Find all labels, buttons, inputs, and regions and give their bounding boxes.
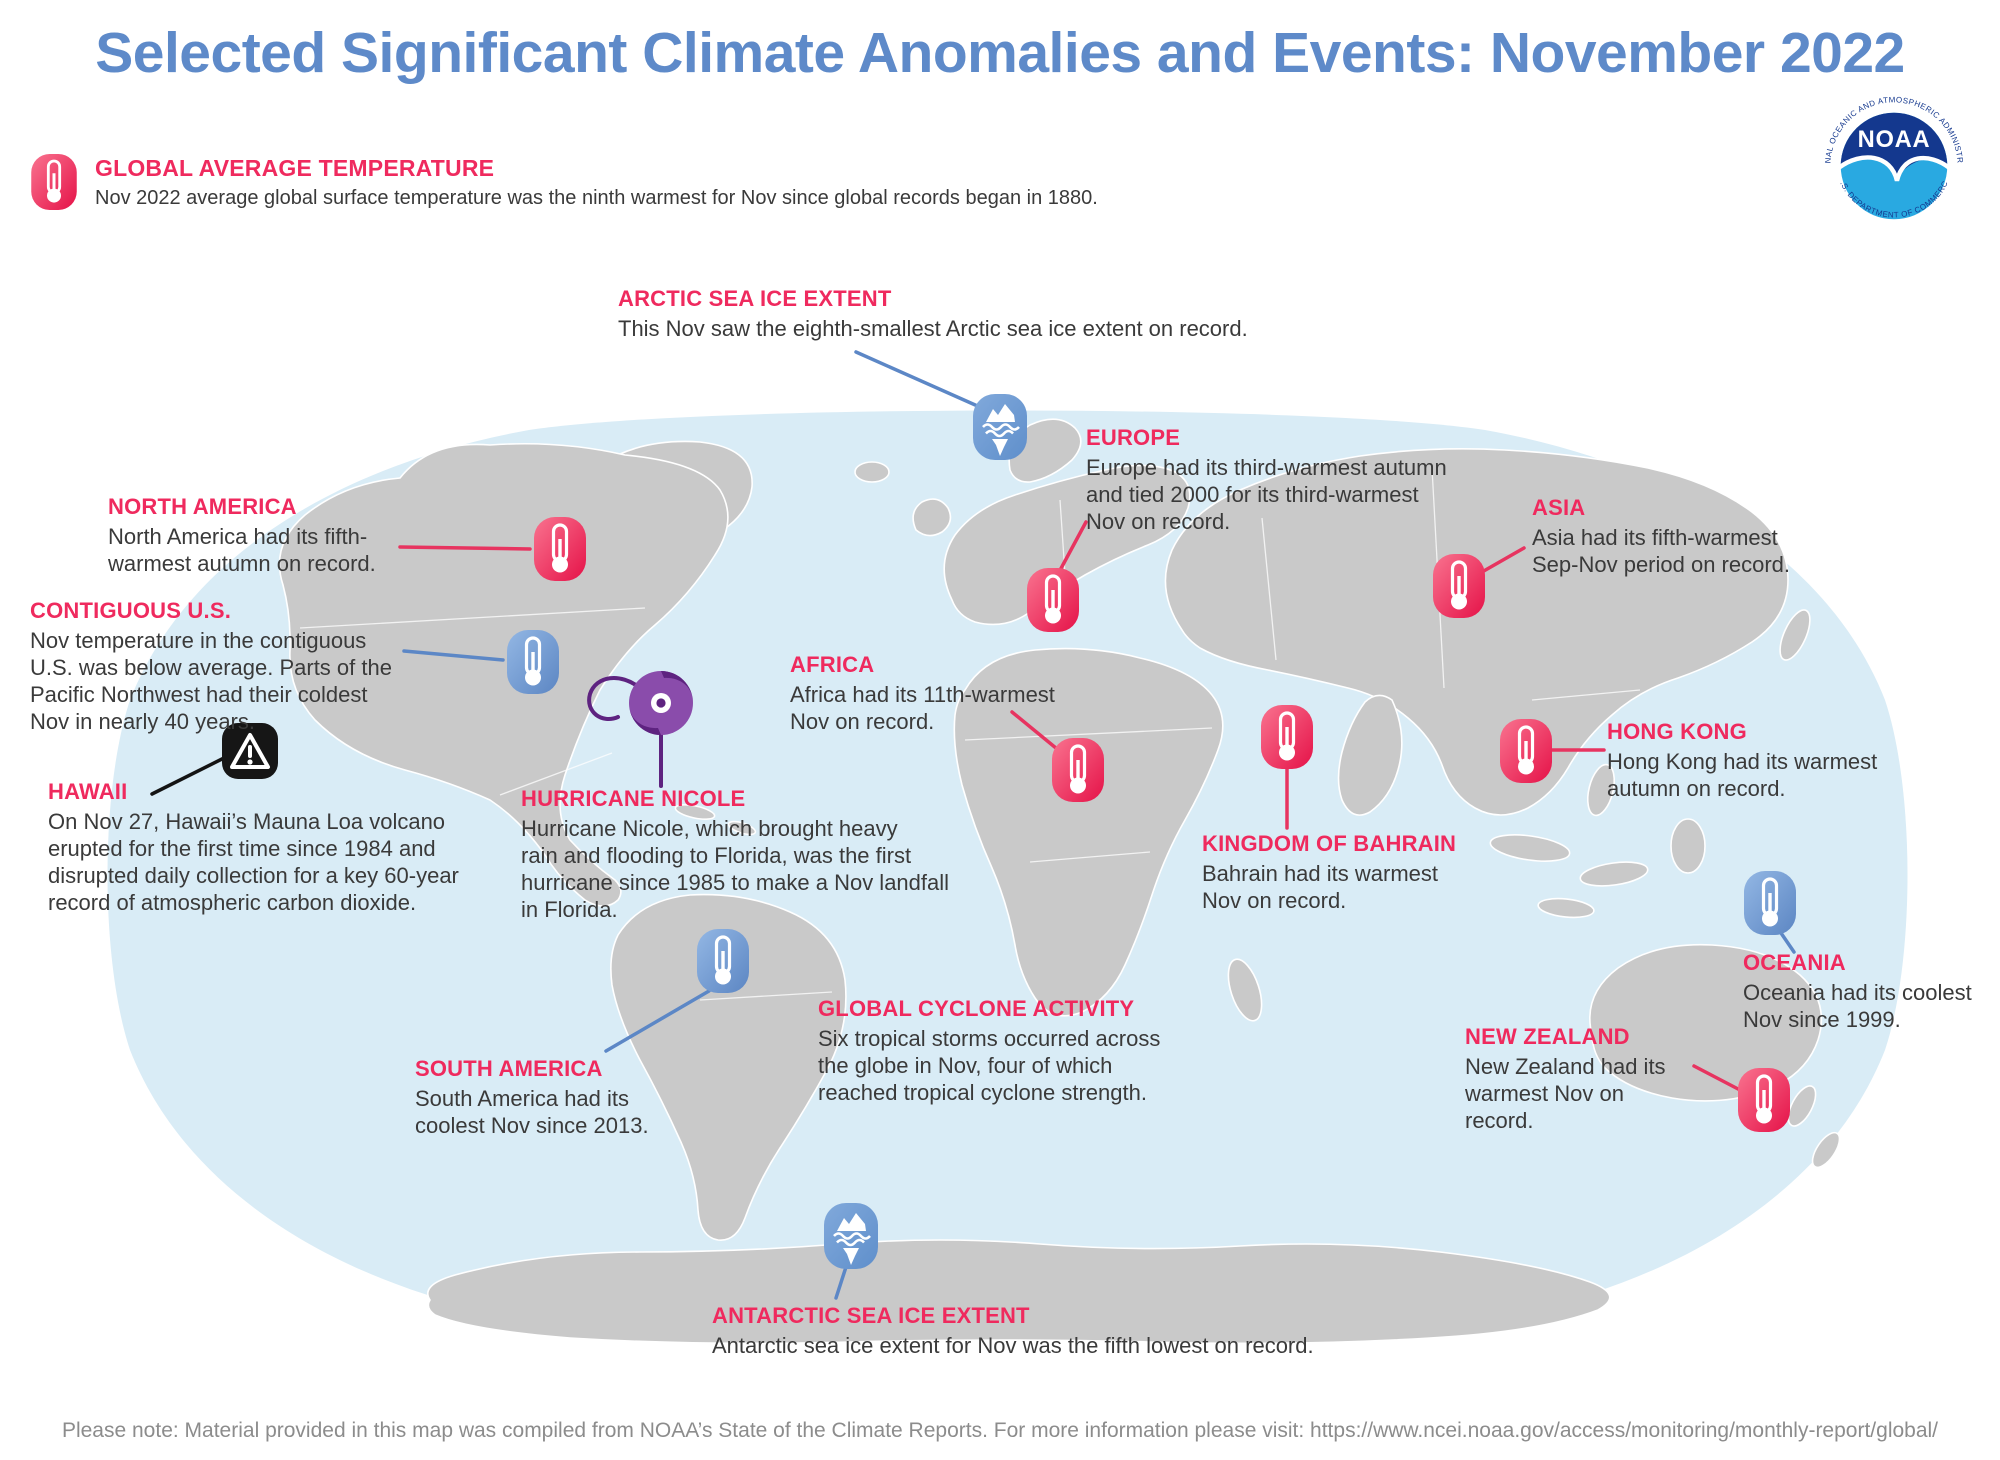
- annotation-europe: EUROPE Europe had its third-warmest autu…: [1086, 425, 1447, 534]
- annotation-heading: OCEANIA: [1743, 950, 1846, 975]
- annotation-hawaii: HAWAII On Nov 27, Hawaii’s Mauna Loa vol…: [48, 779, 459, 915]
- connector-contiguous-us: [402, 649, 505, 662]
- continents: [278, 418, 1841, 1345]
- land-asia: [1164, 448, 1789, 816]
- annotation-heading: NEW ZEALAND: [1465, 1024, 1630, 1049]
- thermometer-cool-icon: [697, 929, 749, 993]
- annotation-heading: ANTARCTIC SEA ICE EXTENT: [712, 1303, 1030, 1328]
- annotation-oceania: OCEANIA Oceania had its coolest Nov sinc…: [1743, 950, 1972, 1032]
- annotation-heading: ARCTIC SEA ICE EXTENT: [618, 286, 892, 311]
- land-new-zealand-south: [1811, 1131, 1841, 1169]
- country-borders: [299, 467, 1641, 1001]
- connector-south-america: [604, 989, 711, 1053]
- land-japan: [1779, 609, 1811, 661]
- annotation-heading: HURRICANE NICOLE: [521, 786, 746, 811]
- thermometer-warm-icon: [1261, 705, 1313, 769]
- thermometer-warm-icon: [1433, 554, 1485, 618]
- annotation-heading: ASIA: [1532, 495, 1586, 520]
- land-south-america: [610, 893, 847, 1241]
- volcano-warning-icon: [222, 723, 278, 779]
- annotation-north-america: NORTH AMERICA North America had its fift…: [108, 494, 376, 576]
- land-borneo: [1670, 818, 1706, 874]
- noaa-seagull-icon: [1837, 155, 1951, 182]
- connector-new-zealand: [1692, 1064, 1742, 1092]
- connector-hurricane-curl: [587, 675, 642, 721]
- annotation-heading: GLOBAL AVERAGE TEMPERATURE: [95, 155, 495, 181]
- land-indonesia-1: [1489, 834, 1571, 862]
- connector-africa: [1010, 710, 1064, 755]
- connector-oceania: [1779, 931, 1796, 954]
- annotation-heading: KINGDOM OF BAHRAIN: [1202, 831, 1457, 856]
- annotation-heading: HONG KONG: [1607, 719, 1747, 744]
- land-australia: [1589, 943, 1823, 1102]
- annotation-heading: EUROPE: [1086, 425, 1181, 450]
- land-philippines: [1586, 763, 1616, 817]
- land-madagascar: [1227, 958, 1263, 1022]
- annotation-heading: HAWAII: [48, 779, 128, 804]
- annotation-global-cyclone-activity: GLOBAL CYCLONE ACTIVITY Six tropical sto…: [818, 996, 1161, 1105]
- connector-europe: [1056, 520, 1088, 576]
- land-indonesia-2: [1579, 861, 1649, 887]
- land-caribbean: [674, 804, 716, 820]
- noaa-emblem-sky: [1840, 112, 1948, 178]
- annotation-arctic-sea-ice: ARCTIC SEA ICE EXTENT This Nov saw the e…: [618, 286, 1248, 341]
- thermometer-warm-icon: [1738, 1068, 1790, 1132]
- thermometer-warm-icon: [534, 517, 586, 581]
- land-united-kingdom: [912, 498, 952, 537]
- thermometer-cool-icon: [507, 630, 559, 694]
- land-java: [1537, 897, 1595, 919]
- page-title: Selected Significant Climate Anomalies a…: [95, 21, 1905, 85]
- noaa-logo: NOAA NATIONAL OCEANIC AND ATMOSPHERIC AD…: [1817, 85, 1968, 240]
- annotation-heading: GLOBAL CYCLONE ACTIVITY: [818, 996, 1135, 1021]
- thermometer-warm-icon: [1500, 719, 1552, 783]
- annotation-heading: CONTIGUOUS U.S.: [30, 598, 232, 623]
- annotation-south-america: SOUTH AMERICA South America had its cool…: [415, 1056, 649, 1138]
- annotation-global-average-temperature: GLOBAL AVERAGE TEMPERATURE Nov 2022 aver…: [95, 155, 1098, 211]
- connector-lines: [150, 350, 1796, 1300]
- connector-antarctic: [834, 1265, 848, 1300]
- connector-north-america: [398, 545, 532, 551]
- thermometer-cool-icon: [1744, 871, 1796, 935]
- connector-arctic: [854, 350, 984, 410]
- annotation-hurricane-nicole: HURRICANE NICOLE Hurricane Nicole, which…: [521, 786, 950, 922]
- annotation-asia: ASIA Asia had its fifth-warmest Sep-Nov …: [1532, 495, 1791, 577]
- annotation-hong-kong: HONG KONG Hong Kong had its warmest autu…: [1607, 719, 1878, 801]
- land-antarctica: [427, 1239, 1611, 1345]
- thermometer-warm-icon: [1027, 568, 1079, 632]
- connector-asia: [1480, 546, 1526, 574]
- footer-note: Please note: Material provided in this m…: [61, 1419, 1939, 1442]
- thermometer-warm-icon: [31, 154, 77, 210]
- connector-hawaii: [150, 756, 226, 796]
- land-africa: [953, 647, 1224, 1017]
- hurricane-icon: [626, 668, 696, 738]
- annotation-kingdom-of-bahrain: KINGDOM OF BAHRAIN Bahrain had its warme…: [1202, 831, 1457, 913]
- land-caribbean-2: [727, 820, 757, 836]
- annotation-heading: SOUTH AMERICA: [415, 1056, 603, 1081]
- annotation-heading: NORTH AMERICA: [108, 494, 297, 519]
- annotation-new-zealand: NEW ZEALAND New Zealand had its warmest …: [1465, 1024, 1666, 1133]
- annotation-text: Nov 2022 average global surface temperat…: [95, 187, 1098, 209]
- noaa-acronym: NOAA: [1858, 127, 1931, 153]
- annotation-antarctic-sea-ice: ANTARCTIC SEA ICE EXTENT Antarctic sea i…: [712, 1303, 1314, 1358]
- annotation-heading: AFRICA: [790, 652, 875, 677]
- iceberg-icon: [973, 394, 1027, 460]
- land-iceland: [854, 461, 890, 483]
- annotation-africa: AFRICA Africa had its 11th-warmest Nov o…: [790, 652, 1055, 734]
- iceberg-icon: [824, 1203, 878, 1269]
- thermometer-warm-icon: [1052, 738, 1104, 802]
- land-europe: [943, 464, 1191, 626]
- land-new-zealand-north: [1787, 1085, 1817, 1127]
- land-india: [1337, 694, 1403, 816]
- annotation-contiguous-us: CONTIGUOUS U.S. Nov temperature in the c…: [30, 598, 392, 734]
